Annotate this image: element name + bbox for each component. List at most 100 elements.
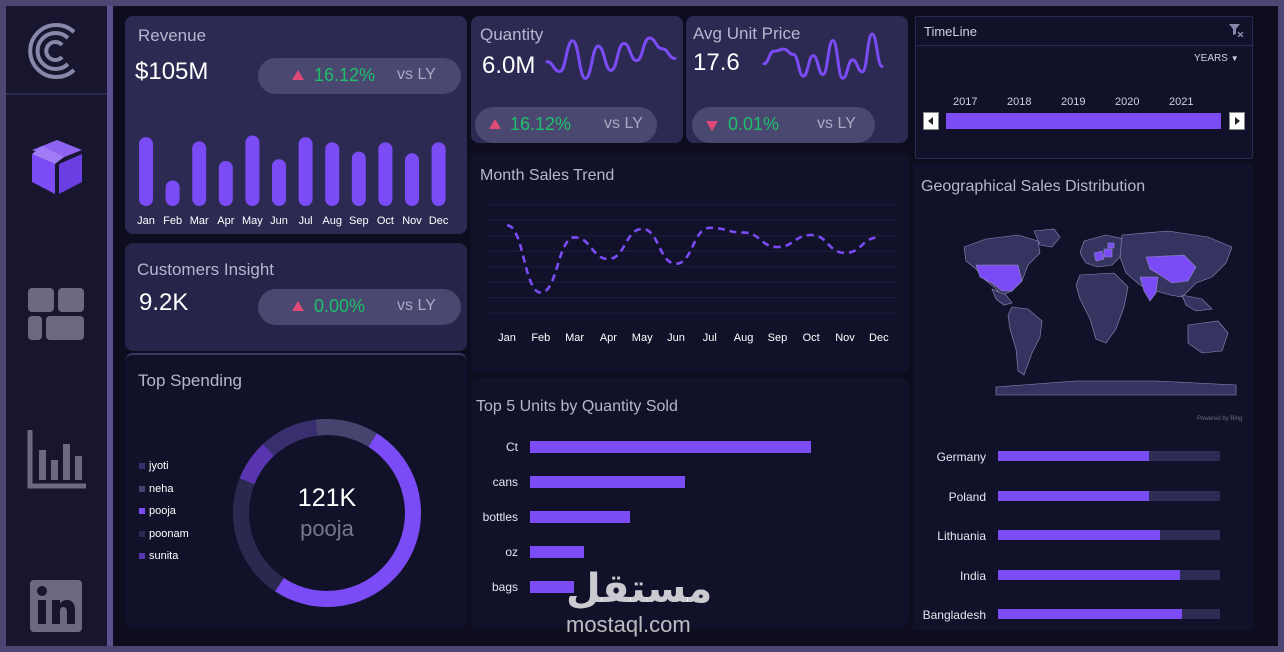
donut-center-label: pooja (300, 516, 354, 541)
quantity-card: Quantity 6.0M 16.12% vs LY (471, 16, 683, 143)
revenue-bar (378, 142, 393, 206)
timeline-year-label[interactable]: 2019 (1061, 96, 1086, 108)
sidebar-divider (107, 6, 113, 646)
timeline-selection[interactable] (946, 113, 1221, 129)
trend-series-line (506, 224, 879, 294)
chevron-left-icon (928, 117, 933, 125)
units-bar[interactable] (530, 546, 585, 558)
timeline-scroll-right[interactable] (1229, 112, 1245, 130)
geo-bar[interactable] (998, 490, 1149, 501)
timeline-scroll-left[interactable] (923, 112, 939, 130)
map-china[interactable] (1145, 254, 1197, 284)
revenue-change: 16.12% (314, 65, 376, 85)
timeline-year-label[interactable]: 2018 (1007, 96, 1032, 108)
geo-bar-label: Lithuania (937, 529, 986, 543)
revenue-bar-chart: Jan Feb Mar Apr May Jun Jul Aug Sep Oct Nov Dec (137, 135, 449, 227)
avg-price-title: Avg Unit Price (693, 24, 801, 43)
revenue-month-label: Mar (190, 215, 209, 227)
units-bar[interactable] (530, 581, 575, 593)
sales-trend-card: Month Sales Trend Jan Feb Mar Apr May Jun Jul A… (471, 153, 909, 373)
donut-slice-jyoti (263, 419, 318, 457)
box-icon[interactable] (24, 134, 90, 200)
units-bar[interactable] (530, 441, 811, 453)
sparkline-series (762, 32, 884, 80)
map-germany[interactable] (1093, 250, 1105, 262)
map-attribution: Powered by Bing (1197, 416, 1243, 422)
watermark-url: mostaql.com (566, 612, 691, 637)
revenue-value: $105M (135, 58, 209, 85)
revenue-month-label: Nov (402, 215, 422, 227)
avg-price-change: 0.01% (728, 114, 780, 134)
revenue-bar (298, 137, 313, 206)
trend-month-label: Dec (869, 332, 889, 344)
logo-icon[interactable] (24, 18, 90, 84)
timeline-year-label[interactable]: 2021 (1169, 96, 1194, 108)
geo-bar[interactable] (998, 569, 1181, 580)
linkedin-icon[interactable] (24, 574, 90, 640)
customers-value: 9.2K (139, 289, 189, 316)
top-spending-donut (233, 419, 421, 607)
geo-bar-label: India (959, 568, 986, 583)
avg-price-card: Avg Unit Price 17.6 0.01% vs LY (686, 16, 908, 143)
avg-price-value: 17.6 (693, 49, 740, 76)
geo-bar-label: Poland (948, 489, 986, 504)
units-bar[interactable] (530, 511, 631, 523)
avg-price-sparkline (762, 32, 884, 80)
trend-month-label: May (632, 332, 653, 344)
trend-month-label: Mar (565, 332, 584, 344)
period-dropdown-label: YEARS (1194, 53, 1228, 64)
units-bar[interactable] (530, 476, 685, 488)
period-dropdown[interactable]: YEARS ▼ (1194, 53, 1239, 64)
donut-slice-sunita (239, 444, 275, 485)
chevron-down-icon: ▼ (1230, 54, 1239, 63)
quantity-change: 16.12% (510, 114, 572, 134)
trend-month-label: Jan (498, 332, 516, 344)
revenue-month-label: Jul (299, 215, 313, 227)
sidebar (6, 6, 107, 646)
geo-bar-track (998, 490, 1220, 501)
world-map[interactable] (956, 225, 1250, 397)
map-lithuania[interactable] (1107, 242, 1115, 249)
customers-title: Customers Insight (137, 260, 274, 279)
geo-bar[interactable] (998, 451, 1149, 461)
revenue-month-label: May (242, 215, 263, 227)
chevron-right-icon (1235, 117, 1240, 125)
revenue-month-label: Oct (377, 215, 394, 227)
map-poland[interactable] (1103, 248, 1113, 258)
trend-month-label: Aug (734, 332, 754, 344)
timeline-year-label[interactable]: 2017 (953, 96, 978, 108)
timeline-year-label[interactable]: 2020 (1115, 96, 1140, 108)
revenue-card: Revenue $105M 16.12% vs LY Jan Feb Mar Apr M… (125, 16, 467, 234)
trend-down-icon (706, 121, 718, 131)
quantity-change-pill: 16.12% vs LY (475, 107, 657, 143)
legend-swatch (139, 553, 145, 559)
top-units-title: Top 5 Units by Quantity Sold (476, 398, 678, 415)
quantity-title: Quantity (480, 25, 544, 44)
customers-change: 0.00% (314, 296, 366, 316)
donut-slice-neha (315, 419, 377, 448)
dashboard-grid-icon[interactable] (24, 282, 90, 348)
timeline-title: TimeLine (924, 24, 977, 39)
geo-bar-label: Bangladesh (922, 608, 986, 622)
trend-month-label: Sep (768, 332, 788, 344)
units-bar-label: Ct (506, 440, 518, 454)
revenue-bar (218, 160, 233, 206)
revenue-bar (139, 137, 153, 206)
revenue-bar (192, 141, 207, 206)
units-bar-label: bottles (482, 510, 518, 524)
map-india[interactable] (1139, 276, 1159, 302)
geo-bar[interactable] (998, 609, 1183, 619)
sparkline-series (545, 36, 677, 81)
units-bar-label: oz (505, 545, 518, 559)
avg-price-change-pill: 0.01% vs LY (692, 107, 875, 143)
revenue-month-label: Jan (137, 215, 155, 227)
geo-bar[interactable] (998, 530, 1161, 540)
legend-swatch (139, 530, 145, 537)
bar-chart-icon[interactable] (24, 426, 90, 492)
donut-center-value: 121K (297, 484, 357, 512)
revenue-bar (431, 142, 446, 206)
timeline-track[interactable] (946, 113, 1221, 129)
clear-filter-icon[interactable] (1228, 23, 1244, 37)
revenue-month-label: Dec (429, 215, 449, 227)
map-usa[interactable] (975, 264, 1023, 292)
